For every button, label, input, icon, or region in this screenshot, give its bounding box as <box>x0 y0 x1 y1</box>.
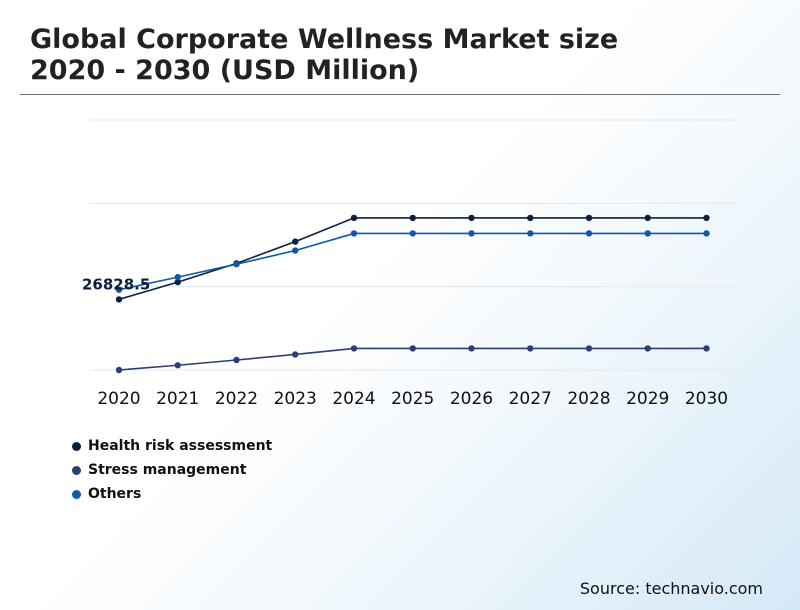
data-point-0-9 <box>644 214 651 222</box>
data-point-2-10 <box>703 230 710 237</box>
x-tick-label: 2028 <box>567 389 610 409</box>
data-point-1-0 <box>115 366 123 374</box>
data-point-1-3 <box>292 351 299 358</box>
legend-label-stress-management: Stress management <box>88 462 247 478</box>
legend-item-stress-management: Stress management <box>72 458 272 482</box>
data-point-2-2 <box>233 261 240 268</box>
series-line-0 <box>118 217 707 301</box>
legend: Health risk assessment Stress management… <box>72 434 272 506</box>
data-point-0-3 <box>292 238 299 245</box>
x-tick-label: 2023 <box>274 389 317 409</box>
data-point-2-8 <box>585 230 593 237</box>
legend-item-others: Others <box>72 482 272 506</box>
data-point-2-5 <box>409 230 416 237</box>
data-point-2-7 <box>527 230 534 237</box>
data-point-0-6 <box>468 214 475 222</box>
data-point-1-5 <box>409 345 416 352</box>
title-line-1: Global Corporate Wellness Market size <box>30 24 619 55</box>
data-point-2-4 <box>350 230 358 237</box>
legend-item-health-risk: Health risk assessment <box>72 434 272 458</box>
x-tick-label: 2025 <box>391 389 434 409</box>
data-point-1-6 <box>468 345 475 352</box>
legend-marker-others <box>72 489 81 499</box>
title-divider <box>20 94 780 95</box>
legend-marker-stress-management <box>72 465 81 475</box>
data-point-1-7 <box>527 345 534 352</box>
data-point-0-5 <box>409 214 416 222</box>
title-line-2: 2020 - 2030 (USD Million) <box>30 55 420 86</box>
data-point-2-1 <box>174 273 181 281</box>
data-point-2-9 <box>644 230 651 237</box>
data-point-2-0 <box>115 286 123 293</box>
legend-marker-health-risk <box>72 441 81 451</box>
data-point-0-8 <box>585 214 593 222</box>
data-point-0-10 <box>703 214 710 222</box>
x-tick-label: 2021 <box>156 389 199 409</box>
data-point-1-1 <box>174 362 181 369</box>
x-tick-label: 2027 <box>509 389 552 409</box>
series-line-1 <box>118 347 707 371</box>
source-note: Source: technavio.com <box>579 579 763 598</box>
data-point-1-2 <box>233 356 240 364</box>
data-point-2-3 <box>292 247 299 254</box>
x-tick-label: 2022 <box>215 389 258 409</box>
x-tick-label: 2029 <box>626 389 669 409</box>
data-point-2-6 <box>468 230 475 237</box>
data-point-1-4 <box>350 345 358 352</box>
data-point-0-0 <box>115 296 123 303</box>
data-point-1-10 <box>703 345 710 352</box>
x-tick-label: 2030 <box>685 389 728 409</box>
x-tick-label: 2024 <box>332 389 375 409</box>
chart-title: Global Corporate Wellness Market size 20… <box>30 24 618 86</box>
data-point-0-1 <box>174 278 181 286</box>
data-point-0-4 <box>350 214 358 222</box>
data-point-1-8 <box>585 345 593 352</box>
data-label: 26828.5 <box>82 275 150 293</box>
legend-label-others: Others <box>88 486 142 502</box>
x-tick-label: 2020 <box>97 389 140 409</box>
legend-label-health-risk: Health risk assessment <box>88 438 273 454</box>
series-line-2 <box>118 232 707 291</box>
data-point-1-9 <box>644 345 651 352</box>
data-point-0-7 <box>527 214 534 222</box>
x-tick-label: 2026 <box>450 389 493 409</box>
